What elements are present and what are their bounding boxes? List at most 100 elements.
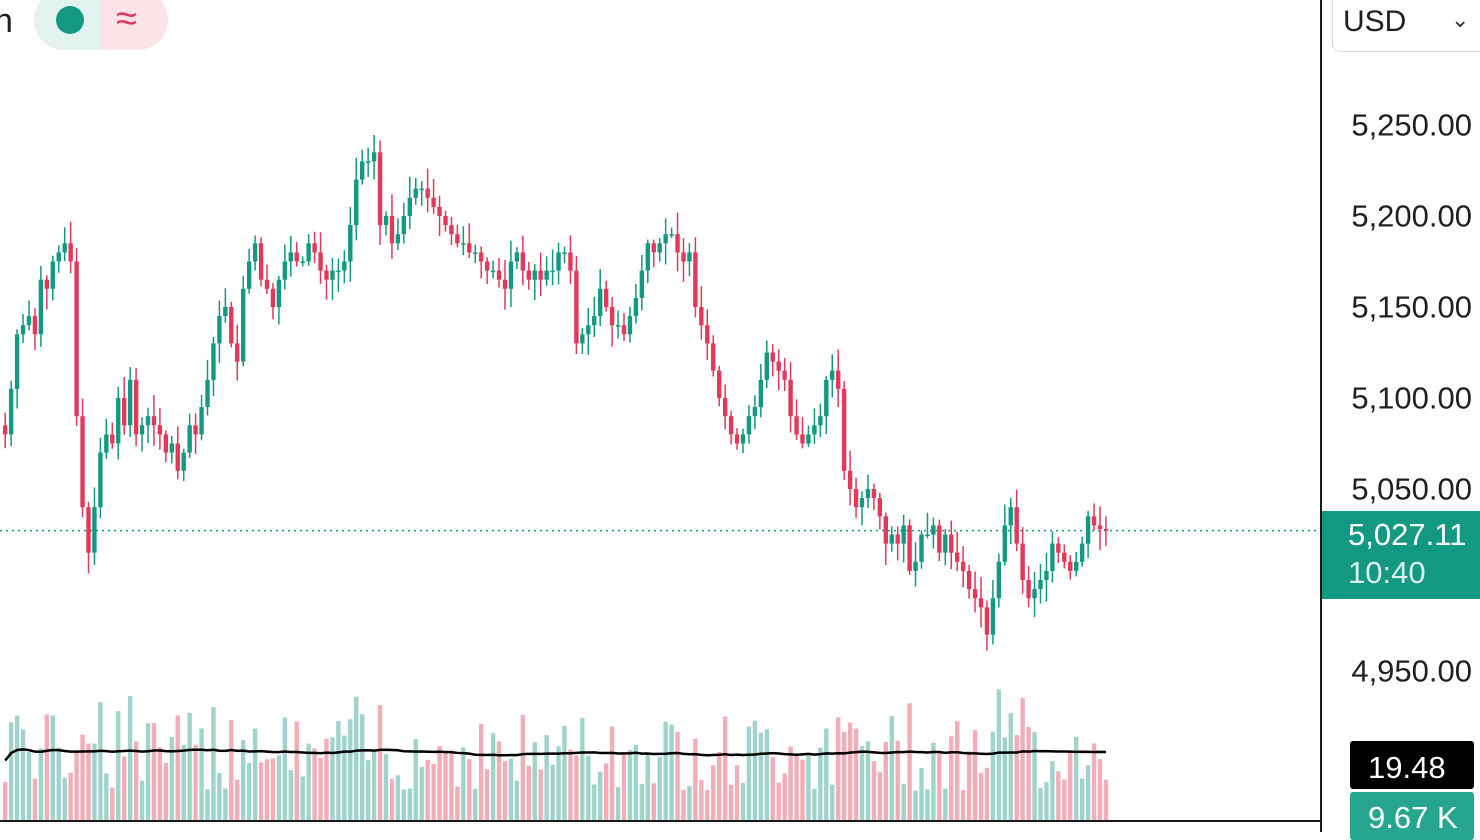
candle bbox=[8, 380, 14, 447]
candle-body bbox=[288, 252, 293, 262]
approx-wave-icon[interactable]: ≈ bbox=[116, 0, 137, 40]
candle bbox=[306, 234, 311, 266]
volume-bar bbox=[211, 707, 216, 820]
volume-bar bbox=[550, 764, 555, 820]
candle bbox=[657, 238, 662, 262]
volume-bar bbox=[615, 787, 621, 820]
volume-bar bbox=[514, 780, 520, 820]
candle-body bbox=[110, 434, 115, 444]
volume-bar bbox=[205, 789, 210, 820]
volume-bar bbox=[556, 746, 561, 820]
candle bbox=[853, 477, 859, 518]
volume-bar bbox=[92, 743, 97, 820]
indicator-legend-pill[interactable]: ≈ bbox=[34, 0, 168, 50]
candle-body bbox=[401, 216, 407, 235]
volume-bar bbox=[258, 762, 264, 820]
candle-body bbox=[449, 225, 454, 235]
candle-body bbox=[354, 179, 359, 226]
volume-bar bbox=[3, 782, 8, 820]
candle-body bbox=[122, 398, 127, 426]
candle-body bbox=[812, 425, 817, 435]
volume-bar bbox=[1044, 782, 1049, 820]
price-chart[interactable] bbox=[0, 0, 1320, 832]
candle bbox=[360, 149, 365, 185]
green-circle-icon[interactable] bbox=[56, 6, 84, 34]
candle bbox=[318, 232, 323, 284]
candle bbox=[98, 437, 103, 519]
volume-bar bbox=[770, 757, 775, 820]
candle bbox=[603, 280, 609, 312]
volume-bar bbox=[913, 790, 918, 820]
volume-bar bbox=[449, 750, 454, 820]
volume-bar bbox=[1014, 735, 1019, 820]
candle bbox=[104, 418, 109, 459]
candle-body bbox=[925, 534, 930, 536]
candle-body bbox=[407, 197, 412, 216]
candle-body bbox=[550, 270, 555, 273]
time-axis-line bbox=[0, 820, 1320, 822]
volume-bar bbox=[246, 763, 252, 820]
chevron-down-icon: ⌄ bbox=[1451, 7, 1470, 32]
candle-body bbox=[145, 416, 151, 426]
candle bbox=[229, 301, 234, 348]
volume-bar bbox=[68, 772, 73, 820]
candle-body bbox=[74, 261, 79, 417]
candle-body bbox=[1002, 525, 1007, 562]
candle bbox=[276, 275, 282, 325]
candle bbox=[288, 235, 293, 277]
candle-body bbox=[913, 561, 918, 571]
candle bbox=[1050, 531, 1055, 583]
candle bbox=[937, 519, 942, 561]
candle bbox=[1079, 536, 1085, 567]
volume-bar bbox=[252, 728, 258, 820]
candle-body bbox=[312, 243, 317, 253]
candle bbox=[705, 309, 710, 360]
candle-body bbox=[847, 470, 853, 489]
candle bbox=[348, 207, 353, 282]
volume-bar bbox=[175, 715, 180, 820]
candle-body bbox=[1103, 529, 1109, 531]
volume-bar bbox=[645, 754, 650, 820]
candle-body bbox=[651, 243, 656, 253]
volume-bar bbox=[949, 736, 954, 820]
volume-bar bbox=[473, 788, 478, 820]
candle bbox=[1074, 551, 1079, 577]
candle-body bbox=[770, 352, 775, 362]
volume-bar bbox=[235, 779, 240, 820]
candle-body bbox=[32, 316, 38, 335]
volume-bar bbox=[1103, 779, 1109, 820]
candle bbox=[122, 376, 127, 435]
candle-body bbox=[966, 570, 972, 590]
candle bbox=[544, 256, 549, 286]
candle bbox=[550, 249, 555, 286]
volume-bar bbox=[562, 725, 567, 820]
price-tick-label: 5,150.00 bbox=[1351, 289, 1472, 325]
volume-bar bbox=[1008, 713, 1013, 820]
candle bbox=[919, 530, 924, 569]
candle bbox=[116, 386, 121, 460]
candle-body bbox=[425, 188, 430, 198]
volume-bar bbox=[484, 769, 490, 820]
candle bbox=[44, 275, 50, 310]
candle-body bbox=[830, 370, 835, 380]
chart-area[interactable]: n ≈ bbox=[0, 0, 1320, 832]
volume-bar bbox=[389, 778, 395, 820]
candle-body bbox=[1008, 507, 1013, 526]
volume-bar bbox=[794, 755, 799, 820]
volume-bar bbox=[443, 752, 448, 820]
candle-body bbox=[562, 252, 567, 254]
volume-bar bbox=[312, 748, 317, 820]
price-axis[interactable]: USD ⌄ 5,250.00 5,200.00 5,150.00 5,100.00 5,… bbox=[1320, 0, 1480, 840]
candle bbox=[532, 264, 537, 301]
volume-bar bbox=[371, 751, 377, 820]
candle bbox=[264, 264, 270, 295]
candle-body bbox=[1091, 516, 1097, 526]
candle-body bbox=[746, 416, 752, 435]
currency-select[interactable]: USD ⌄ bbox=[1332, 0, 1480, 52]
symbol-title-fragment: n bbox=[0, 2, 13, 40]
candle-body bbox=[294, 252, 299, 262]
candle bbox=[824, 375, 829, 435]
volume-bar bbox=[241, 740, 246, 820]
candle bbox=[800, 416, 805, 449]
candle bbox=[889, 526, 894, 552]
